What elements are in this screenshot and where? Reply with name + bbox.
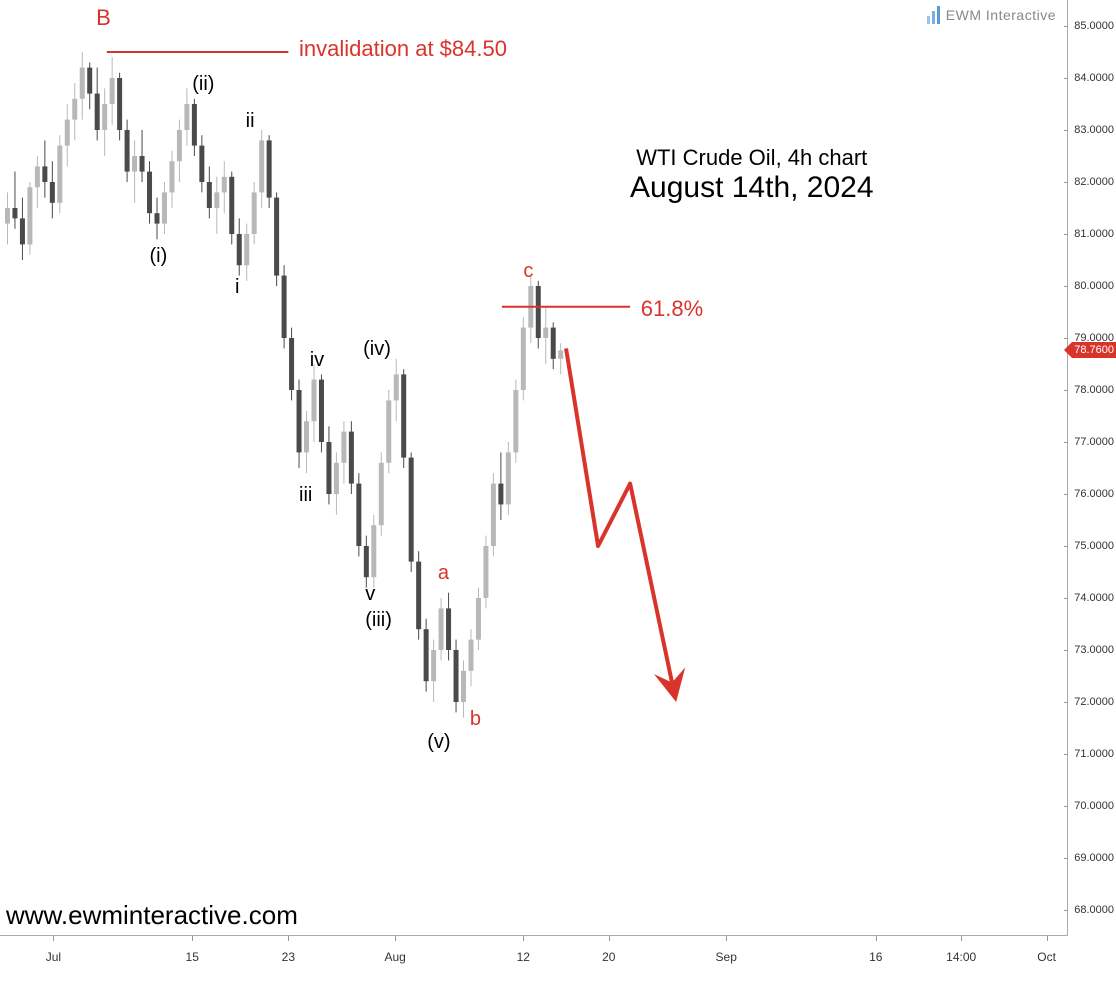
wave-label: 61.8% [641,296,703,322]
y-tick-label: 70.0000 [1074,800,1114,812]
wave-label: (v) [427,731,450,754]
y-tick-label: 76.0000 [1074,488,1114,500]
wave-label: (iii) [365,609,392,632]
website-url: www.ewminteractive.com [6,900,298,931]
y-tick-label: 69.0000 [1074,852,1114,864]
wave-label: B [96,5,111,31]
x-tick-label: 20 [602,950,615,964]
x-tick-label: 14:00 [946,950,976,964]
y-tick-label: 77.0000 [1074,436,1114,448]
title-instrument: WTI Crude Oil, 4h chart [630,145,874,171]
wave-label: c [523,260,533,283]
y-tick-label: 83.0000 [1074,124,1114,136]
y-tick-label: 80.0000 [1074,280,1114,292]
brand-name: EWM Interactive [946,7,1056,23]
y-tick-label: 72.0000 [1074,696,1114,708]
wave-label: i [235,276,239,299]
wave-label: b [470,708,481,731]
x-tick-label: 12 [517,950,530,964]
x-tick-label: Sep [716,950,737,964]
y-tick-label: 85.0000 [1074,20,1114,32]
x-tick-label: 23 [282,950,295,964]
wave-label: v [365,583,375,606]
wave-label: (i) [150,245,168,268]
y-tick-label: 73.0000 [1074,644,1114,656]
x-tick-label: 16 [869,950,882,964]
wave-label: iii [299,484,312,507]
wave-label: ii [246,110,255,133]
x-tick-label: Jul [46,950,61,964]
y-tick-label: 78.0000 [1074,384,1114,396]
y-tick-label: 74.0000 [1074,592,1114,604]
y-axis: 68.0000 69.0000 70.0000 71.0000 72.0000 73.00… [1068,0,1116,936]
current-price-marker: 78.7600 [1072,342,1116,358]
y-tick-label: 81.0000 [1074,228,1114,240]
y-tick-label: 75.0000 [1074,540,1114,552]
title-date: August 14th, 2024 [630,171,874,205]
y-tick-label: 82.0000 [1074,176,1114,188]
wave-label: a [438,562,449,585]
x-tick-label: 15 [186,950,199,964]
chart-title: WTI Crude Oil, 4h chart August 14th, 202… [630,145,874,205]
chart-plot-area[interactable] [0,0,1068,936]
wave-label: iv [310,349,324,372]
logo-bars-icon [927,6,940,24]
wave-label: invalidation at $84.50 [299,36,507,62]
x-tick-label: Oct [1037,950,1056,964]
y-tick-label: 68.0000 [1074,904,1114,916]
x-tick-label: Aug [384,950,405,964]
brand-logo: EWM Interactive [927,6,1056,24]
wave-label: (ii) [192,73,214,96]
x-axis: Jul 15 23 Aug 12 20 Sep 16 14:00 Oct [0,936,1068,986]
y-tick-label: 71.0000 [1074,748,1114,760]
wave-label: (iv) [363,338,391,361]
chart-svg-layer [0,0,1068,936]
y-tick-label: 84.0000 [1074,72,1114,84]
